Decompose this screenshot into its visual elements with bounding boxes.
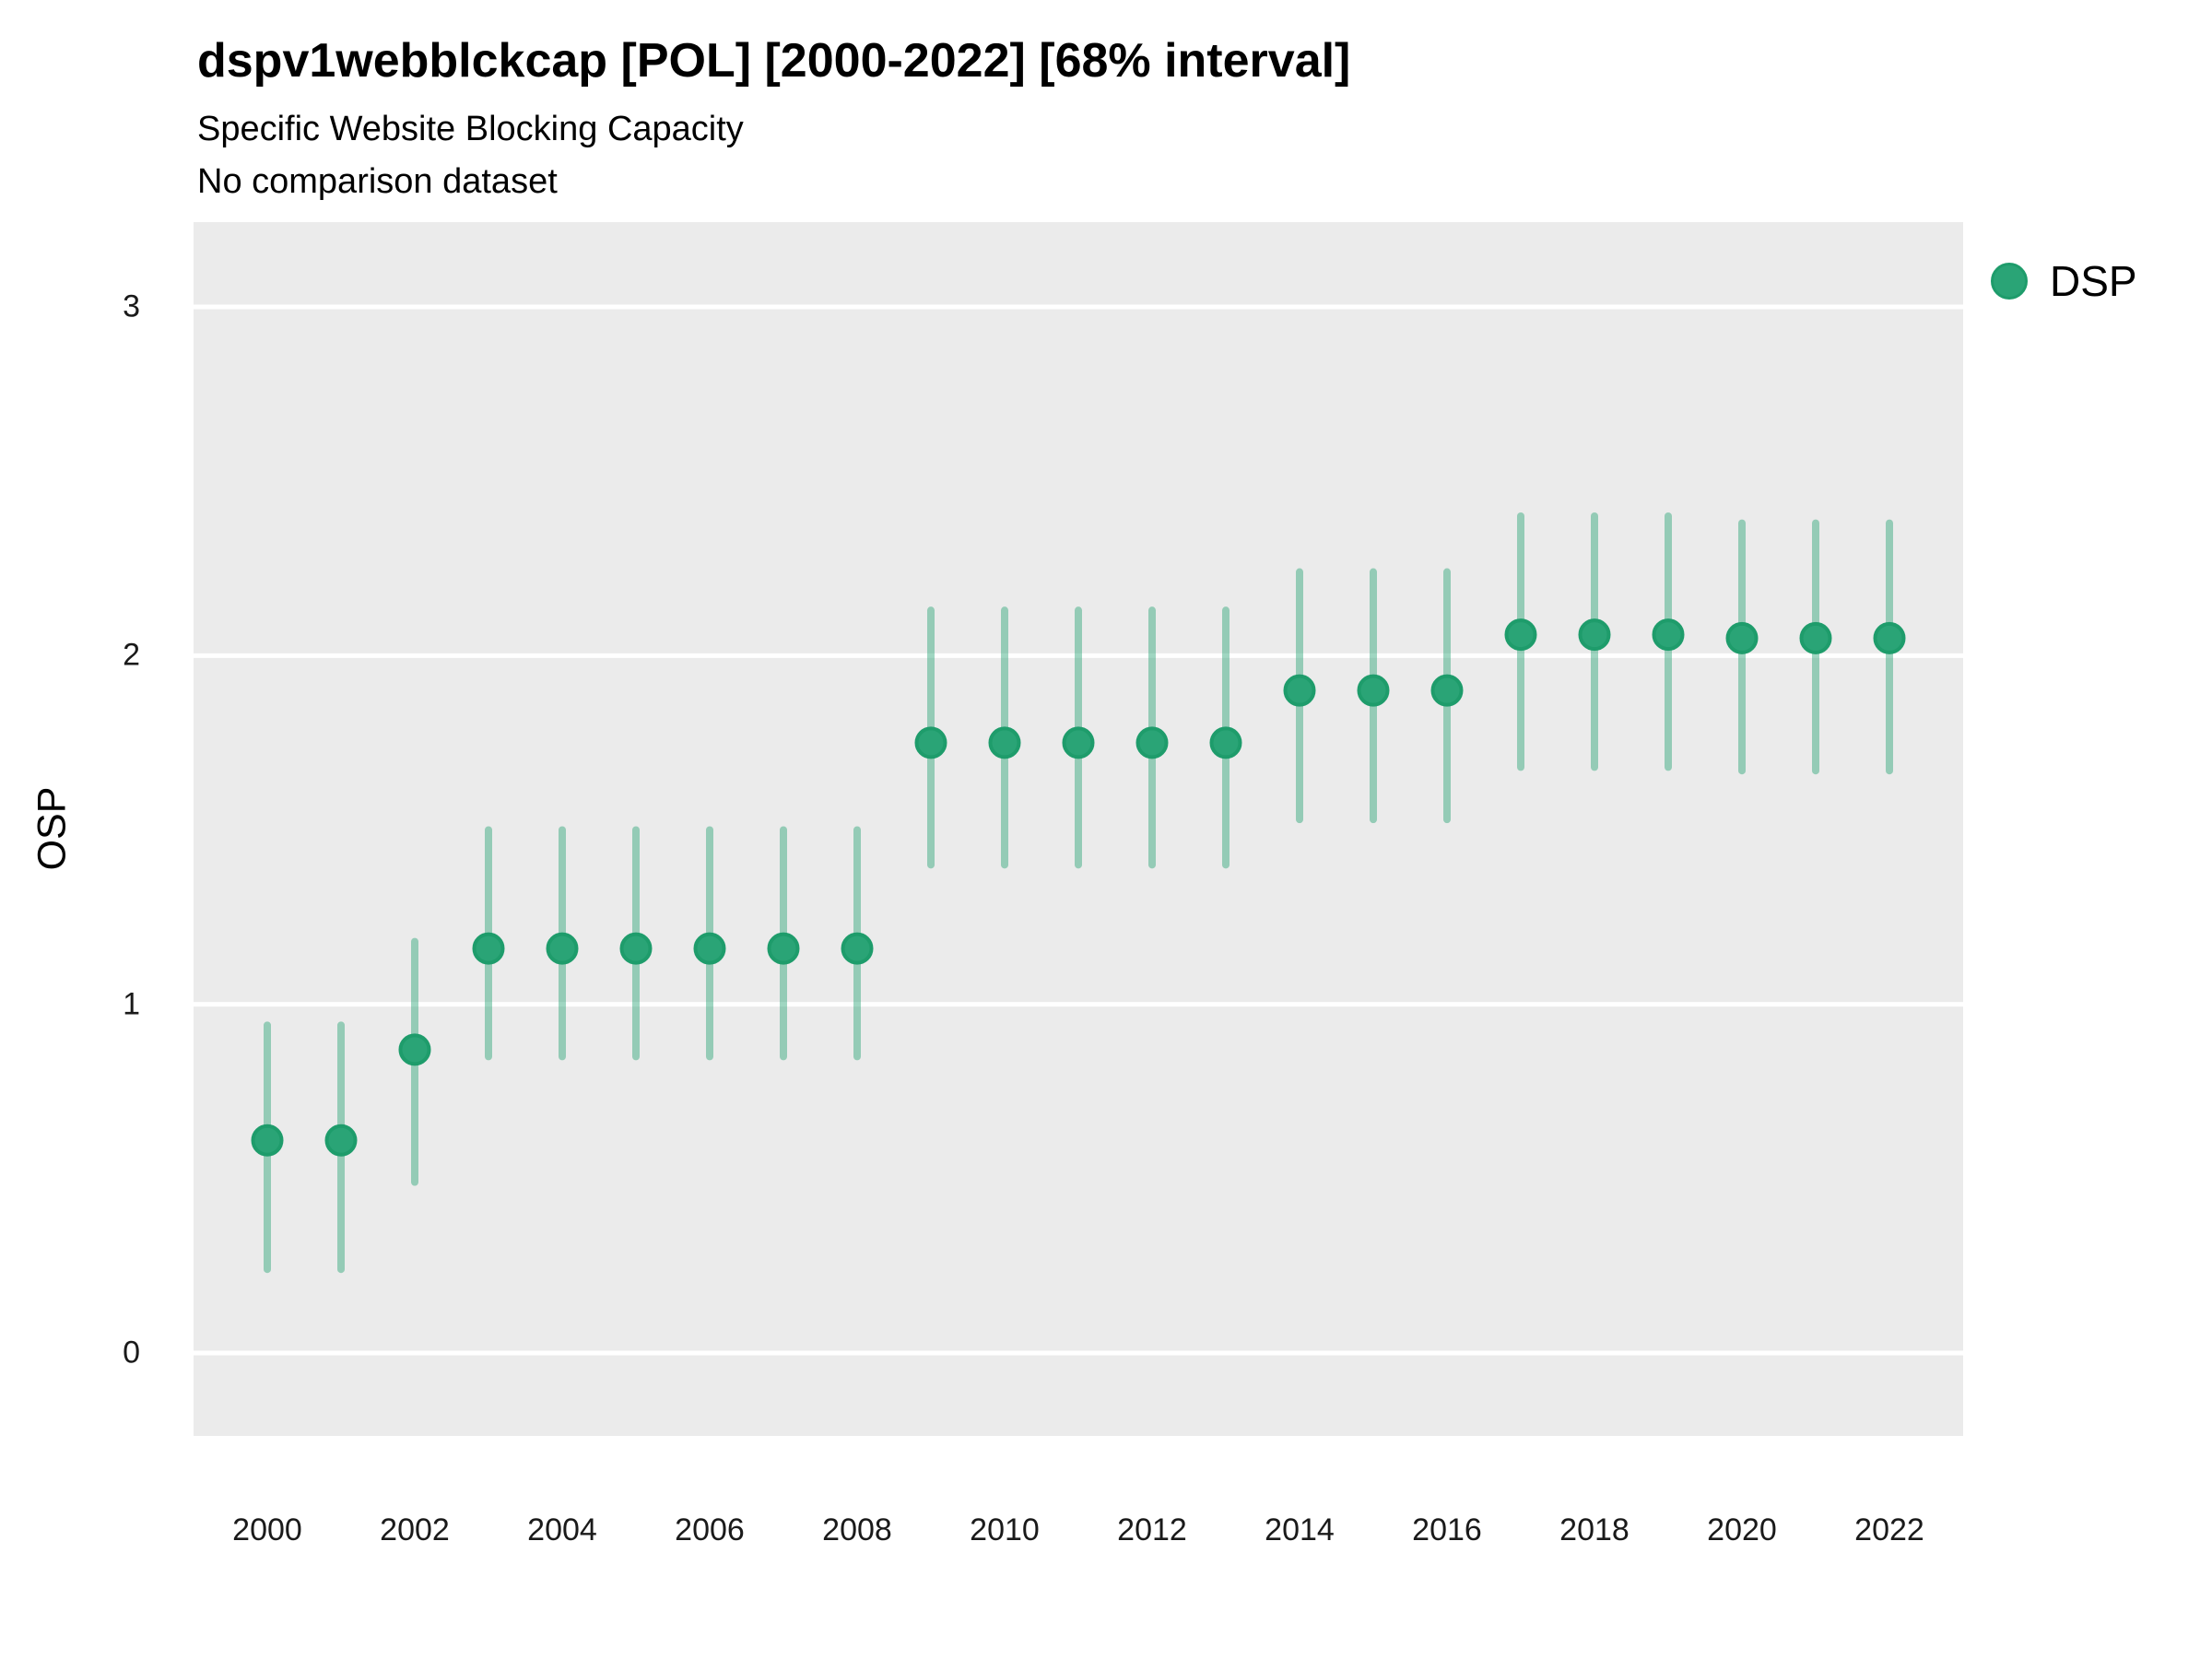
- x-tick-label-2016: 2016: [1412, 1512, 1482, 1547]
- y-tick-label-0: 0: [123, 1335, 140, 1371]
- point-2011: [1062, 726, 1095, 759]
- point-2000: [251, 1124, 284, 1157]
- point-2003: [472, 932, 505, 965]
- x-tick-label-2012: 2012: [1117, 1512, 1187, 1547]
- subtitle-line-1: Specific Website Blocking Capacity: [197, 110, 744, 148]
- point-2006: [693, 932, 726, 965]
- legend-point-icon: [1991, 263, 2028, 300]
- point-2017: [1504, 618, 1537, 652]
- point-2018: [1578, 618, 1611, 652]
- x-tick-label-2000: 2000: [232, 1512, 302, 1547]
- plot-panel: [194, 222, 1963, 1436]
- y-tick-label-3: 3: [123, 288, 140, 324]
- point-2015: [1357, 674, 1390, 707]
- point-2020: [1725, 621, 1759, 654]
- page-title: dspv1webblckcap [POL] [2000-2022] [68% i…: [197, 34, 1351, 88]
- point-2016: [1430, 674, 1464, 707]
- point-2002: [398, 1033, 431, 1066]
- point-2014: [1283, 674, 1316, 707]
- point-2004: [546, 932, 579, 965]
- point-2005: [619, 932, 653, 965]
- y-tick-label-2: 2: [123, 637, 140, 673]
- x-tick-label-2006: 2006: [675, 1512, 745, 1547]
- point-2010: [988, 726, 1021, 759]
- x-tick-label-2020: 2020: [1707, 1512, 1777, 1547]
- point-2009: [914, 726, 947, 759]
- subtitle-line-2: No comparison dataset: [197, 162, 558, 201]
- x-tick-label-2022: 2022: [1854, 1512, 1924, 1547]
- x-tick-label-2010: 2010: [970, 1512, 1040, 1547]
- chart-subtitle: Specific Website Blocking Capacity No co…: [197, 103, 744, 208]
- x-tick-label-2014: 2014: [1265, 1512, 1335, 1547]
- point-2012: [1135, 726, 1169, 759]
- x-tick-label-2004: 2004: [527, 1512, 597, 1547]
- x-tick-label-2008: 2008: [822, 1512, 892, 1547]
- point-2019: [1652, 618, 1685, 652]
- point-2007: [767, 932, 800, 965]
- point-2013: [1209, 726, 1242, 759]
- x-tick-label-2002: 2002: [380, 1512, 450, 1547]
- legend-label: DSP: [2050, 257, 2137, 305]
- x-tick-label-2018: 2018: [1559, 1512, 1630, 1547]
- y-tick-label-1: 1: [123, 986, 140, 1022]
- point-2008: [841, 932, 874, 965]
- point-2001: [324, 1124, 358, 1157]
- point-2022: [1873, 621, 1906, 654]
- legend: DSP: [1991, 256, 2137, 306]
- point-2021: [1799, 621, 1832, 654]
- y-axis-title: OSP: [29, 786, 75, 871]
